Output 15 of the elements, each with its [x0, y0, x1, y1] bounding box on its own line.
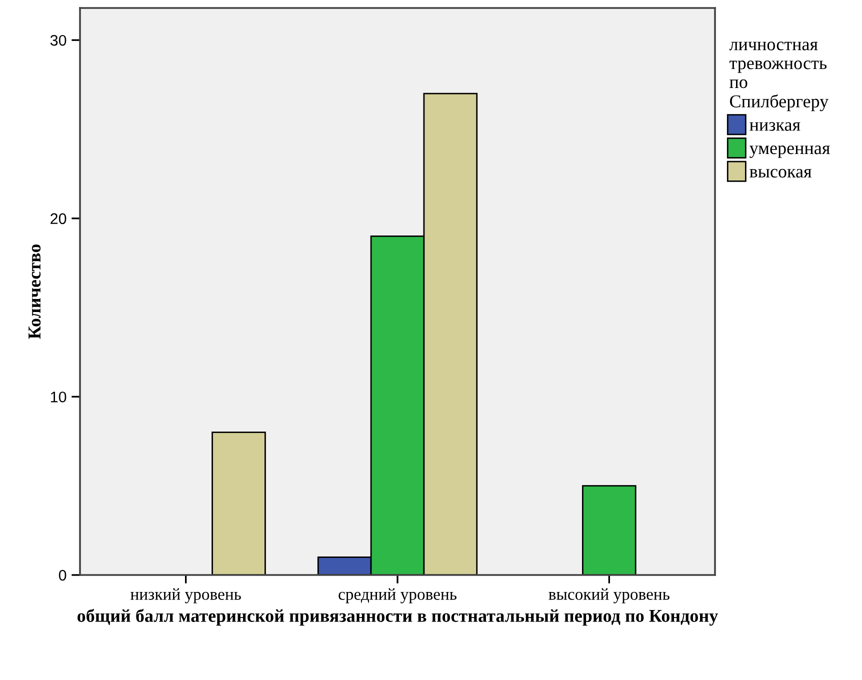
x-axis-title: общий балл материнской привязанности в постнатальный период по Кондону: [78, 608, 718, 626]
x-tick-label: высокий уровень: [548, 588, 670, 604]
y-tick-label: 30: [50, 34, 66, 46]
x-tick-label: низкий уровень: [130, 588, 241, 604]
legend-label: низкая: [750, 122, 800, 131]
y-axis-title: Количество: [28, 244, 41, 339]
y-tick-label: 0: [58, 570, 66, 581]
y-tick-label: 10: [50, 392, 66, 402]
legend-label: умеренная: [750, 146, 830, 158]
legend-label: высокая: [750, 168, 812, 178]
x-tick-label: средний уровень: [338, 588, 456, 604]
bar: [212, 432, 266, 575]
bar: [582, 485, 636, 575]
y-tick-label: 20: [50, 213, 66, 224]
legend-title: личностная тревожность по Спилбергеру: [729, 42, 829, 112]
